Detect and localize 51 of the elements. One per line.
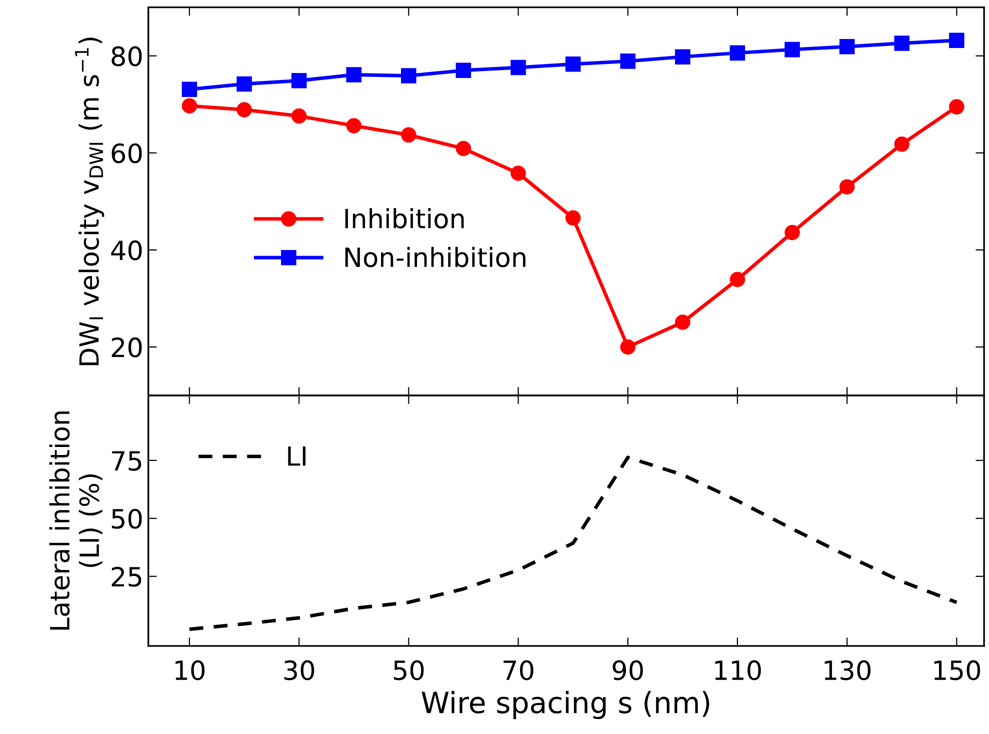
x-tick-label: 30: [284, 660, 314, 680]
point: [456, 140, 472, 156]
y-tick-label: 75: [112, 451, 142, 471]
point: [730, 272, 746, 288]
point: [784, 42, 800, 58]
point: [839, 39, 855, 54]
point: [565, 210, 581, 226]
point: [236, 102, 252, 118]
point: [839, 179, 855, 194]
point: [620, 54, 636, 69]
x-tick-label: 70: [504, 660, 534, 680]
point: [565, 56, 581, 72]
y-axis-title: DW$_{I}$ velocity v$_{DWI}$ (m s$^{−1}$): [75, 38, 104, 366]
point: [894, 136, 910, 152]
legend-label: Inhibition: [345, 208, 464, 229]
x-tick-label: 50: [394, 660, 424, 680]
point: [456, 62, 472, 78]
x-tick-label: 150: [934, 660, 980, 680]
x-axis-title: Wire spacing s (nm): [422, 690, 710, 720]
x-tick-label: 90: [612, 660, 643, 680]
legend-label: LI: [288, 446, 306, 466]
y-tick-label: 50: [112, 508, 142, 529]
y-tick-label: 40: [111, 240, 142, 260]
point: [236, 76, 252, 92]
y-tick-label: 25: [112, 566, 142, 587]
y-tick-label: 80: [112, 46, 142, 66]
point: [675, 314, 690, 330]
point: [784, 224, 800, 240]
point: [346, 67, 362, 82]
point: [182, 98, 198, 114]
point: [510, 166, 526, 181]
y-tick-label: 20: [112, 337, 142, 358]
x-tick-label: 110: [715, 660, 761, 680]
y-tick-label: 60: [112, 143, 142, 164]
legend-label: Non-inhibition: [345, 246, 526, 268]
x-tick-label: 130: [824, 660, 870, 680]
point: [510, 60, 526, 76]
point: [291, 72, 307, 88]
point: [401, 68, 416, 84]
point: [949, 32, 964, 48]
point: [620, 339, 636, 355]
point: [730, 45, 746, 61]
point: [182, 82, 198, 97]
point: [401, 127, 416, 143]
point: [291, 108, 307, 124]
point: [949, 99, 964, 114]
x-tick-label: 10: [176, 660, 204, 680]
y-axis-title: Lateral inhibition (LI) (%): [49, 411, 102, 630]
point: [894, 36, 910, 51]
point: [675, 49, 690, 64]
point: [346, 118, 362, 134]
